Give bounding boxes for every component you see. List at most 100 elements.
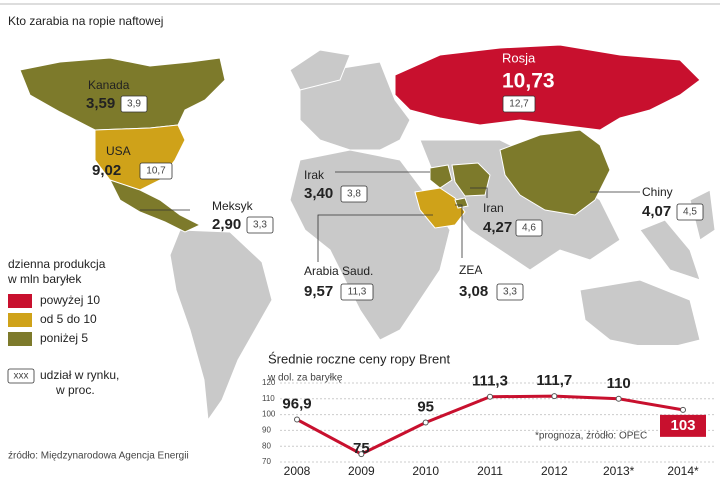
legend-label: poniżej 5 <box>40 331 88 345</box>
europe <box>299 61 411 151</box>
chart-panel <box>262 345 720 483</box>
value-label-box <box>660 414 706 437</box>
country-name: Meksyk <box>212 199 254 213</box>
country-shape <box>454 197 469 209</box>
country-name: Rosja <box>502 50 536 65</box>
x-tick-label: 2010 <box>412 464 439 478</box>
australia <box>579 279 701 351</box>
legend-share-box <box>7 368 35 384</box>
share-box <box>496 283 524 301</box>
y-tick-label: 90 <box>262 426 271 435</box>
country-name: Chiny <box>642 185 673 199</box>
y-tick-label: 110 <box>262 394 275 403</box>
leader-lines <box>140 171 640 262</box>
country-name: ZEA <box>459 263 482 277</box>
share-box <box>246 216 274 234</box>
legend-label: powyżej 10 <box>40 293 100 307</box>
scandinavia <box>289 49 351 91</box>
x-tick-label: 2008 <box>284 464 311 478</box>
chart-subtitle: w dol. za baryłkę <box>267 373 343 384</box>
share-value: 3,9 <box>127 99 141 110</box>
country-name: Iran <box>483 201 504 215</box>
price-point <box>294 416 300 423</box>
country-shape <box>109 179 202 233</box>
value-label: 96,9 <box>282 395 311 412</box>
x-tick-label: 2012 <box>541 464 568 478</box>
share-value: 4,6 <box>522 223 536 234</box>
share-value: 4,5 <box>683 207 697 218</box>
production-value: 9,57 <box>304 283 333 300</box>
x-tick-label: 2013* <box>603 464 635 478</box>
share-value: 12,7 <box>509 99 529 110</box>
country-shape <box>19 57 226 131</box>
production-value: 4,27 <box>483 219 512 236</box>
y-tick-label: 80 <box>262 441 271 450</box>
source: źródło: Międzynarodowa Agencja Energii <box>8 451 189 462</box>
country-shape <box>429 164 453 189</box>
share-box <box>139 162 173 180</box>
south-america <box>169 229 273 422</box>
country-shape <box>499 129 611 216</box>
price-point <box>358 451 365 458</box>
chart-title: Średnie roczne ceny ropy Brent <box>268 351 450 366</box>
production-value: 4,07 <box>642 203 671 220</box>
country-name: USA <box>106 144 131 158</box>
value-label: 95 <box>417 398 434 415</box>
value-label: 111,7 <box>536 372 572 389</box>
share-box <box>515 219 543 237</box>
leader-line <box>455 204 463 258</box>
islands <box>639 219 701 281</box>
value-label: 111,3 <box>472 373 508 390</box>
legend-share-key: xxx <box>14 371 29 382</box>
country-name: Kanada <box>88 78 130 92</box>
share-box <box>502 95 536 113</box>
title: Kto zarabia na ropie naftowej <box>8 14 163 28</box>
legend-title: w mln baryłek <box>7 272 82 286</box>
legend-swatch <box>8 294 32 308</box>
value-label: 103 <box>670 417 695 434</box>
y-tick-label: 120 <box>262 378 276 387</box>
value-label: 110 <box>607 375 631 392</box>
share-value: 3,8 <box>347 189 361 200</box>
price-point <box>680 406 686 413</box>
price-point <box>422 419 429 426</box>
leader-line <box>317 214 433 262</box>
share-value: 10,7 <box>146 166 166 177</box>
production-value: 10,73 <box>502 70 555 93</box>
production-value: 3,08 <box>459 283 488 300</box>
country-name: Arabia Saud. <box>304 264 373 278</box>
price-point <box>551 393 558 400</box>
share-box <box>676 203 704 221</box>
share-value: 3,3 <box>503 287 517 298</box>
share-box <box>340 283 374 301</box>
share-value: 11,3 <box>348 287 367 298</box>
share-value: 3,3 <box>253 220 267 231</box>
y-tick-label: 100 <box>262 410 276 419</box>
legend-title: dzienna produkcja <box>8 257 106 271</box>
legend-share-text: w proc. <box>55 383 95 397</box>
value-label: 75 <box>353 440 370 457</box>
production-value: 9,02 <box>92 162 121 179</box>
y-tick-label: 70 <box>262 457 271 466</box>
production-value: 3,59 <box>86 95 115 112</box>
price-point <box>615 395 622 402</box>
share-box <box>340 185 368 203</box>
production-value: 3,40 <box>304 185 333 202</box>
x-tick-label: 2014* <box>667 464 699 478</box>
price-point <box>487 393 493 400</box>
production-value: 2,90 <box>212 216 241 233</box>
leader-line <box>470 187 488 198</box>
x-tick-label: 2011 <box>477 464 503 478</box>
x-tick-label: 2009 <box>348 464 375 478</box>
legend-share-text: udział w rynku, <box>40 368 119 382</box>
legend-swatch <box>8 313 32 327</box>
share-box <box>120 95 148 113</box>
africa <box>289 149 451 341</box>
legend-label: od 5 do 10 <box>40 312 97 326</box>
country-shape <box>414 187 466 229</box>
country-name: Irak <box>304 168 325 182</box>
country-shape <box>394 44 701 131</box>
annotation: *prognoza, źródło: OPEC <box>535 431 647 442</box>
legend-swatch <box>8 332 32 346</box>
